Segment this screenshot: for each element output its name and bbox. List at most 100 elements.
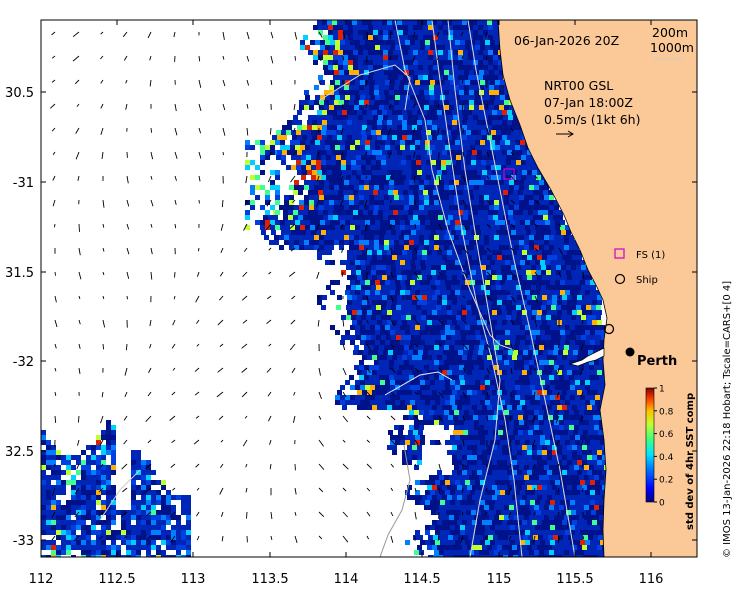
sst-cell bbox=[355, 290, 360, 295]
sst-cell bbox=[488, 30, 493, 35]
sst-cell bbox=[427, 295, 432, 300]
sst-cell bbox=[467, 255, 472, 260]
sst-cell bbox=[392, 120, 397, 125]
sst-cell bbox=[387, 300, 392, 305]
sst-cell bbox=[504, 185, 509, 190]
sst-cell bbox=[141, 460, 146, 465]
sst-cell bbox=[301, 175, 306, 180]
sst-cell bbox=[461, 285, 466, 290]
sst-cell bbox=[522, 370, 527, 375]
sst-cell bbox=[410, 280, 415, 285]
sst-cell bbox=[501, 315, 506, 320]
sst-cell bbox=[372, 355, 377, 360]
sst-cell bbox=[488, 190, 493, 195]
sst-cell bbox=[365, 330, 370, 335]
sst-cell bbox=[388, 75, 393, 80]
sst-cell bbox=[457, 170, 462, 175]
sst-cell bbox=[442, 125, 447, 130]
sst-cell bbox=[560, 260, 565, 265]
sst-cell bbox=[433, 350, 438, 355]
sst-cell bbox=[309, 205, 314, 210]
sst-cell bbox=[454, 515, 459, 520]
sst-cell bbox=[537, 255, 542, 260]
sst-cell bbox=[522, 495, 527, 500]
sst-cell bbox=[400, 340, 405, 345]
sst-cell bbox=[448, 35, 453, 40]
sst-cell bbox=[464, 360, 469, 365]
sst-cell bbox=[487, 450, 492, 455]
sst-cell bbox=[479, 195, 484, 200]
sst-cell bbox=[409, 185, 414, 190]
sst-cell bbox=[382, 125, 387, 130]
sst-cell bbox=[421, 265, 426, 270]
sst-cell bbox=[390, 400, 395, 405]
sst-cell bbox=[378, 115, 383, 120]
sst-cell bbox=[410, 45, 415, 50]
sst-cell bbox=[342, 110, 347, 115]
sst-cell bbox=[560, 330, 565, 335]
sst-cell bbox=[572, 300, 577, 305]
sst-cell bbox=[276, 155, 281, 160]
sst-cell bbox=[473, 75, 478, 80]
sst-cell bbox=[459, 180, 464, 185]
sst-cell bbox=[352, 320, 357, 325]
sst-cell bbox=[453, 350, 458, 355]
sst-cell bbox=[356, 155, 361, 160]
sst-cell bbox=[542, 310, 547, 315]
sst-cell bbox=[403, 210, 408, 215]
sst-cell bbox=[469, 200, 474, 205]
sst-cell bbox=[111, 425, 116, 430]
sst-cell bbox=[455, 260, 460, 265]
sst-cell bbox=[415, 140, 420, 145]
sst-cell bbox=[462, 495, 467, 500]
sst-cell bbox=[507, 355, 512, 360]
sst-cell bbox=[418, 215, 423, 220]
sst-cell bbox=[519, 180, 524, 185]
sst-cell bbox=[528, 210, 533, 215]
sst-cell bbox=[303, 210, 308, 215]
sst-cell bbox=[330, 325, 335, 330]
sst-cell bbox=[429, 245, 434, 250]
sst-cell bbox=[529, 475, 534, 480]
sst-cell bbox=[554, 475, 559, 480]
sst-cell bbox=[356, 160, 361, 165]
sst-cell bbox=[359, 205, 364, 210]
sst-cell bbox=[440, 325, 445, 330]
sst-cell bbox=[311, 230, 316, 235]
sst-cell bbox=[489, 85, 494, 90]
sst-cell bbox=[360, 395, 365, 400]
sst-cell bbox=[571, 305, 576, 310]
sst-cell bbox=[514, 360, 519, 365]
sst-cell bbox=[146, 460, 151, 465]
sst-cell bbox=[485, 260, 490, 265]
sst-cell bbox=[276, 130, 281, 135]
sst-cell bbox=[311, 130, 316, 135]
sst-cell bbox=[405, 40, 410, 45]
sst-cell bbox=[363, 25, 368, 30]
sst-cell bbox=[458, 210, 463, 215]
sst-cell bbox=[539, 375, 544, 380]
sst-cell bbox=[420, 380, 425, 385]
sst-cell bbox=[470, 500, 475, 505]
sst-cell bbox=[493, 215, 498, 220]
sst-cell bbox=[519, 475, 524, 480]
sst-cell bbox=[453, 190, 458, 195]
sst-cell bbox=[504, 195, 509, 200]
sst-cell bbox=[499, 410, 504, 415]
sst-cell bbox=[352, 300, 357, 305]
sst-cell bbox=[566, 315, 571, 320]
sst-cell bbox=[521, 270, 526, 275]
sst-cell bbox=[397, 275, 402, 280]
sst-cell bbox=[483, 30, 488, 35]
sst-cell bbox=[437, 275, 442, 280]
sst-cell bbox=[569, 235, 574, 240]
sst-cell bbox=[474, 100, 479, 105]
sst-cell bbox=[422, 150, 427, 155]
sst-cell bbox=[542, 320, 547, 325]
sst-cell bbox=[518, 430, 523, 435]
sst-cell bbox=[365, 280, 370, 285]
sst-cell bbox=[370, 385, 375, 390]
sst-cell bbox=[313, 25, 318, 30]
sst-cell bbox=[420, 45, 425, 50]
sst-cell bbox=[538, 555, 543, 557]
